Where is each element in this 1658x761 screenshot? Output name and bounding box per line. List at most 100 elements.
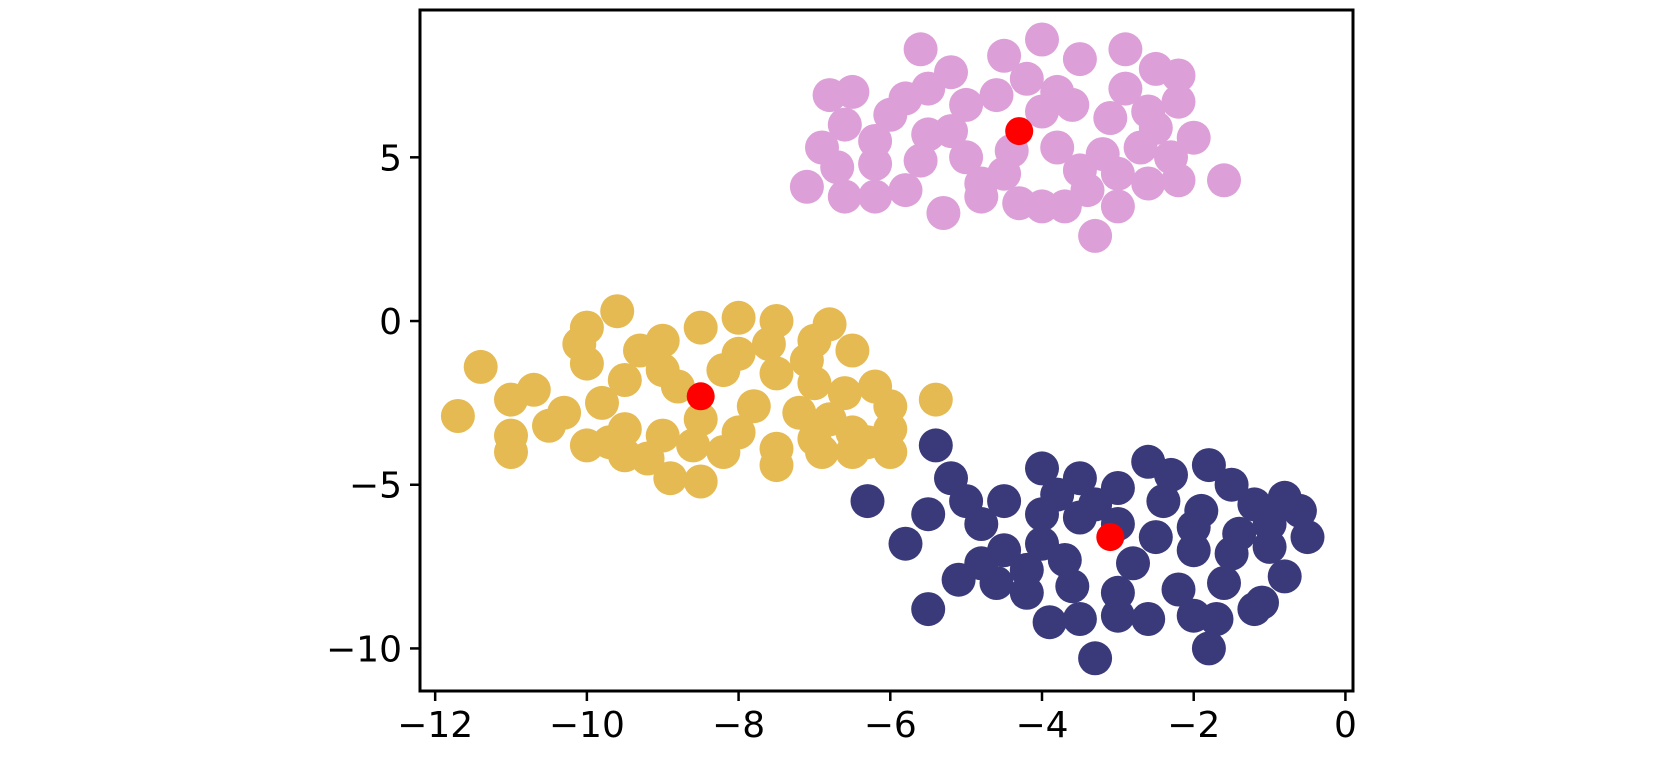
scatter-point [1047,543,1082,577]
scatter-point [759,356,794,391]
scatter-point [1191,631,1226,666]
scatter-point [911,592,946,627]
scatter-point [751,327,786,361]
y-axis: 5 0 −5 −10 [326,138,420,670]
scatter-point [903,143,938,178]
scatter-point [585,385,619,420]
x-tick-label: −6 [864,705,917,746]
scatter-point [1176,120,1211,155]
scatter-point [1062,42,1097,77]
scatter-point [653,461,688,496]
scatter-point [888,173,923,208]
scatter-point [1025,22,1059,57]
scatter-point [1138,110,1173,145]
scatter-point [1062,461,1097,496]
scatter-point [494,382,528,417]
scatter-point [676,428,711,463]
scatter-point [1191,448,1226,483]
scatter-point [1009,575,1044,610]
scatter-point [1161,58,1196,93]
scatter-point [1108,71,1143,106]
scatter-point [1131,166,1166,201]
scatter-point [835,74,870,109]
scatter-point [683,464,718,499]
scatter-point [759,448,794,483]
scatter-point [1237,592,1272,627]
scatter-point [934,114,968,149]
scatter-point [547,395,582,430]
scatter-point [1207,163,1241,198]
scatter-point [1100,575,1135,610]
x-tick-label: −2 [1167,705,1220,746]
scatter-point [1214,467,1249,502]
scatter-point [827,107,862,142]
scatter-point [888,81,923,116]
scatter-point [592,425,627,460]
scatter-point [1154,457,1188,492]
scatter-point [805,435,839,469]
scatter-point [683,310,718,345]
scatter-point [918,382,953,417]
scatter-point [789,343,824,378]
y-tick-label: 0 [379,302,402,343]
scatter-point [1131,602,1166,636]
scatter-point [827,179,862,214]
scatter-point [858,179,893,214]
scatter-point [1078,641,1113,676]
scatter-point [1100,189,1135,224]
scatter-point [850,484,885,519]
scatter-point [1176,510,1211,545]
y-tick-label: −5 [349,466,402,507]
scatter-point [1025,497,1059,532]
scatter-point [926,196,961,230]
x-tick-label: −10 [549,705,625,746]
y-tick-label: −10 [326,629,402,670]
cluster-center-point [1005,117,1034,146]
scatter-point [463,349,498,384]
scatter-point [1025,451,1059,486]
scatter-point [812,402,847,437]
x-axis: −12 −10 −8 −6 −4 −2 0 [397,691,1357,746]
scatter-point [820,150,855,185]
scatter-point [1252,507,1287,541]
cluster-center-point [686,382,715,411]
scatter-point [1062,602,1097,636]
scatter-point [706,353,741,388]
scatter-point [1040,74,1075,109]
scatter-point [494,435,528,469]
scatter-point [1222,516,1257,551]
scatter-point [600,294,635,329]
scatter-point [1116,546,1150,581]
scatter-point [1078,218,1113,253]
scatter-point [683,402,718,437]
scatter-point [1078,487,1113,522]
scatter-point [1290,520,1325,555]
scatter-point [440,399,475,433]
scatter-point [630,441,665,476]
scatter-point [949,87,984,122]
x-tick-label: −12 [397,705,473,746]
scatter-point [1093,101,1128,135]
scatter-point [911,497,946,532]
scatter-point [706,435,741,469]
scatter-point [1108,32,1143,67]
scatter-point [1161,84,1196,119]
scatter-point [858,124,893,158]
cluster-center-point [1096,523,1125,552]
scatter-point [987,38,1022,73]
points-layer [440,22,1325,676]
scatter-point [1176,598,1211,633]
scatter-point [1267,559,1302,594]
scatter-point [1055,569,1090,604]
scatter-point [736,389,771,424]
scatter-point [903,32,938,67]
scatter-point [827,376,862,411]
scatter-point [888,526,923,561]
scatter-point [1146,484,1181,519]
scatter-point [1009,61,1044,96]
scatter-point [721,300,756,335]
scatter-point [918,428,953,463]
scatter-point [782,395,817,430]
